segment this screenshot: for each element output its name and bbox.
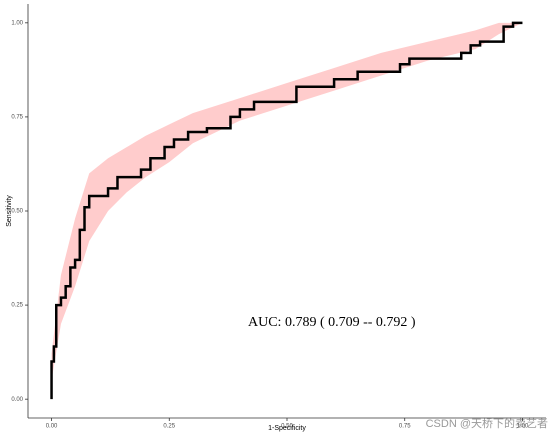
x-tick-label: 0.75 xyxy=(399,424,411,430)
x-tick-label: 1.00 xyxy=(517,424,529,430)
x-axis-label: 1-Specificity xyxy=(268,425,306,432)
y-tick-label: 0.75 xyxy=(11,114,23,120)
watermark: CSDN @天桥下的卖艺者 xyxy=(426,416,548,430)
x-tick-label: 0.50 xyxy=(281,424,293,430)
y-tick-label: 1.00 xyxy=(11,20,23,26)
y-tick-label: 0.25 xyxy=(11,303,23,309)
y-tick-label: 0.00 xyxy=(11,397,23,403)
roc-curve xyxy=(50,21,523,400)
x-tick-label: 0.00 xyxy=(46,424,58,430)
y-tick-label: 0.50 xyxy=(11,209,23,215)
confidence-band xyxy=(51,22,523,381)
annotation: AUC: 0.789 ( 0.709 -- 0.792 ) xyxy=(248,315,416,330)
y-axis-label: Sensitivity xyxy=(6,195,13,227)
x-tick-label: 0.25 xyxy=(163,424,175,430)
